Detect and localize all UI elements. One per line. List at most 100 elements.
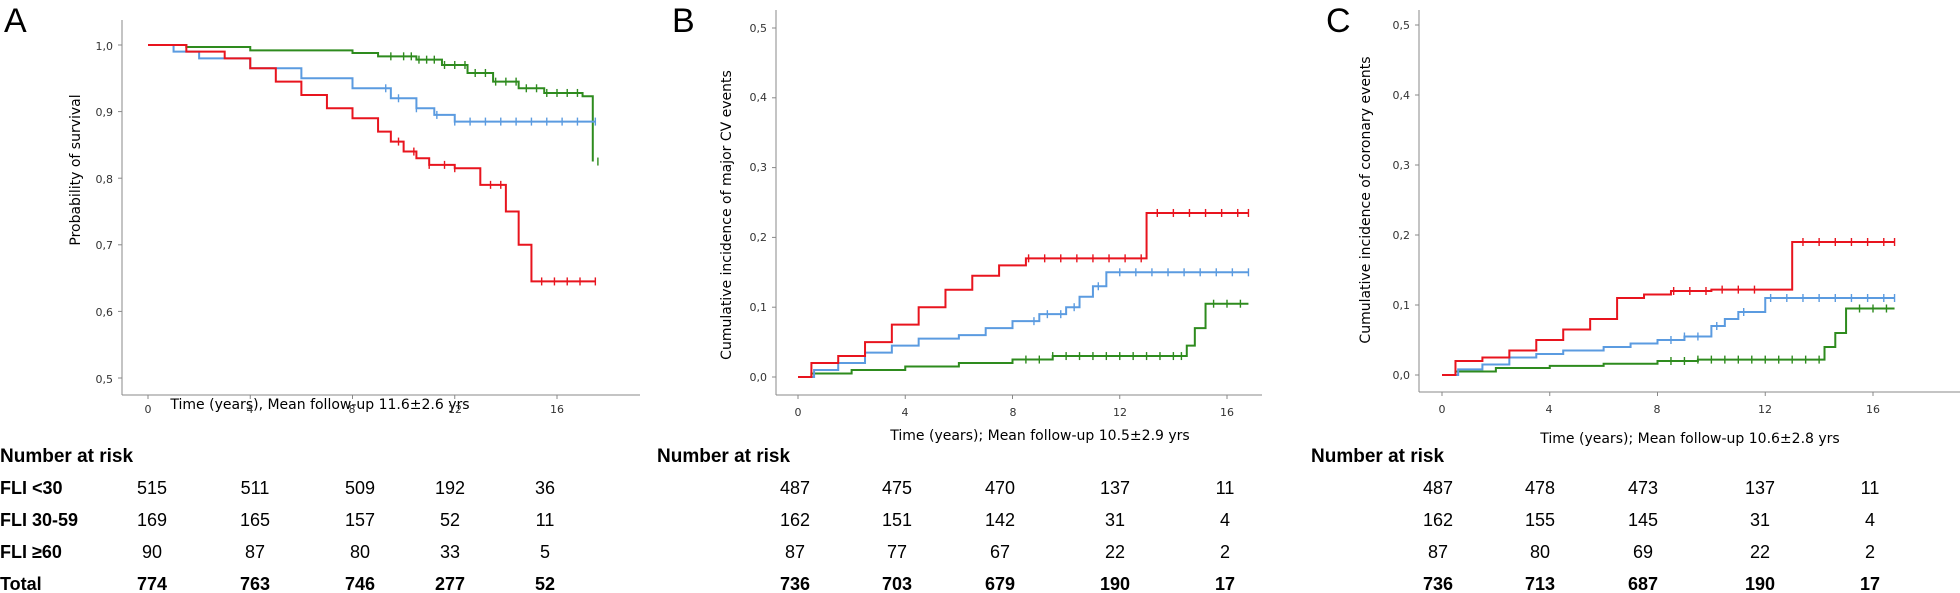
panel-c-xtick: 8: [1654, 403, 1661, 416]
panel-c-xtick: 0: [1439, 403, 1446, 416]
km-curve-fli-30-59: [1442, 297, 1895, 376]
panel-a-xticks: 0 4 8 12 16: [145, 403, 565, 416]
risk-cell: 736: [1423, 574, 1453, 593]
risk-cell: 87: [245, 542, 265, 562]
risk-cell: 162: [780, 510, 810, 530]
risk-cell: 151: [882, 510, 912, 530]
panel-a-ytick: 0,6: [96, 306, 114, 319]
risk-cell: 511: [241, 478, 270, 498]
risk-cell: 4: [1865, 510, 1875, 530]
risk-cell: 137: [1745, 478, 1775, 498]
risk-cell: 80: [1530, 542, 1550, 562]
risk-cell: 11: [1216, 478, 1235, 498]
risk-cell: 22: [1105, 542, 1125, 562]
panel-a: A Probability of survival Time (years), …: [4, 2, 564, 416]
panel-a-ylabel: Probability of survival: [68, 94, 84, 245]
panel-c-xticks: 0 4 8 12 16: [1439, 403, 1881, 416]
panel-b-xtick: 4: [902, 406, 909, 419]
panel-c-ytick: 0,1: [1393, 299, 1411, 312]
km-curve-fli-30: [1442, 307, 1895, 376]
risk-cell: 2: [1220, 542, 1230, 562]
risk-cell: 703: [882, 574, 912, 593]
plot-panel-c: [1415, 10, 1960, 396]
panel-b-xtick: 16: [1220, 406, 1234, 419]
risk-table-title: Number at risk: [1311, 446, 1444, 467]
panel-a-ytick: 1,0: [96, 40, 114, 53]
risk-cell: 169: [137, 510, 167, 530]
panel-c-ytick: 0,4: [1393, 89, 1411, 102]
risk-cell: 155: [1525, 510, 1555, 530]
plot-panel-a: [118, 20, 640, 399]
risk-cell: 145: [1628, 510, 1658, 530]
risk-cell: 22: [1750, 542, 1770, 562]
panel-c-ytick: 0,0: [1393, 369, 1411, 382]
risk-cell: 4: [1220, 510, 1230, 530]
panel-b-xtick: 8: [1010, 406, 1017, 419]
panel-b-ytick: 0,4: [750, 91, 768, 104]
panel-letter-c: C: [1326, 2, 1351, 40]
risk-table-c: Number at risk 487 478 473 137 11 162 15…: [1311, 446, 1880, 593]
panel-c-ytick: 0,3: [1393, 159, 1411, 172]
risk-row-label: FLI <30: [0, 478, 63, 498]
risk-cell: 478: [1525, 478, 1555, 498]
risk-cell: 77: [887, 542, 907, 562]
risk-row-label: Total: [0, 574, 42, 593]
risk-table-title: Number at risk: [657, 446, 790, 467]
panel-c-yticks: 0,0 0,1 0,2 0,3 0,4 0,5: [1393, 19, 1411, 382]
panel-letter-b: B: [672, 2, 695, 40]
risk-cell: 746: [345, 574, 375, 593]
plot-panel-b: [772, 10, 1262, 399]
panel-b-ytick: 0,0: [750, 371, 768, 384]
risk-cell: 80: [350, 542, 370, 562]
panel-a-ytick: 0,7: [96, 239, 114, 252]
risk-cell: 763: [240, 574, 270, 593]
km-curve-fli-30-59: [798, 271, 1249, 378]
risk-cell: 509: [345, 478, 375, 498]
panel-a-ytick: 0,5: [96, 373, 114, 386]
risk-cell: 713: [1525, 574, 1555, 593]
risk-table-a: Number at risk FLI <30 FLI 30-59 FLI ≥60…: [0, 446, 555, 593]
risk-cell: 277: [435, 574, 465, 593]
risk-cell: 5: [540, 542, 550, 562]
panel-b-ylabel: Cumulative incidence of major CV events: [719, 70, 735, 360]
panel-a-xtick: 4: [247, 403, 254, 416]
panel-c-xtick: 4: [1546, 403, 1553, 416]
risk-cell: 190: [1100, 574, 1130, 593]
panel-b-ytick: 0,3: [750, 161, 768, 174]
risk-row-label: FLI 30-59: [0, 510, 78, 530]
panel-b-xtick: 12: [1113, 406, 1127, 419]
risk-cell: 31: [1750, 510, 1770, 530]
risk-cell: 17: [1860, 574, 1880, 593]
risk-cell: 142: [985, 510, 1015, 530]
risk-cell: 69: [1633, 542, 1653, 562]
panel-c-ytick: 0,5: [1393, 19, 1411, 32]
panel-b-yticks: 0,0 0,1 0,2 0,3 0,4 0,5: [750, 22, 768, 384]
panel-c-ytick: 0,2: [1393, 229, 1411, 242]
risk-cell: 515: [137, 478, 167, 498]
panel-b-ytick: 0,1: [750, 301, 768, 314]
risk-cell: 774: [137, 574, 167, 593]
plot-layer: [118, 10, 1960, 399]
risk-cell: 162: [1423, 510, 1453, 530]
panel-b-xticks: 0 4 8 12 16: [795, 406, 1235, 419]
risk-cell: 17: [1215, 574, 1235, 593]
risk-cell: 2: [1865, 542, 1875, 562]
km-curve-fli-30: [148, 44, 594, 162]
km-curve-fli-60: [148, 44, 596, 283]
risk-cell: 475: [882, 478, 912, 498]
panel-c-xtick: 16: [1866, 403, 1880, 416]
risk-cell: 11: [1861, 478, 1880, 498]
risk-cell: 52: [535, 574, 555, 593]
risk-table-title: Number at risk: [0, 446, 133, 467]
risk-cell: 87: [1428, 542, 1448, 562]
risk-cell: 192: [435, 478, 465, 498]
panel-c-xtick: 12: [1758, 403, 1772, 416]
risk-cell: 87: [785, 542, 805, 562]
panel-a-xlabel: Time (years), Mean follow-up 11.6±2.6 yr…: [169, 397, 469, 413]
risk-cell: 487: [1423, 478, 1453, 498]
risk-cell: 190: [1745, 574, 1775, 593]
panel-a-yticks: 0,5 0,6 0,7 0,8 0,9 1,0: [96, 40, 114, 386]
panel-c-xlabel: Time (years); Mean follow-up 10.6±2.8 yr…: [1539, 431, 1839, 447]
panel-b: B Cumulative incidence of major CV event…: [672, 2, 1234, 444]
